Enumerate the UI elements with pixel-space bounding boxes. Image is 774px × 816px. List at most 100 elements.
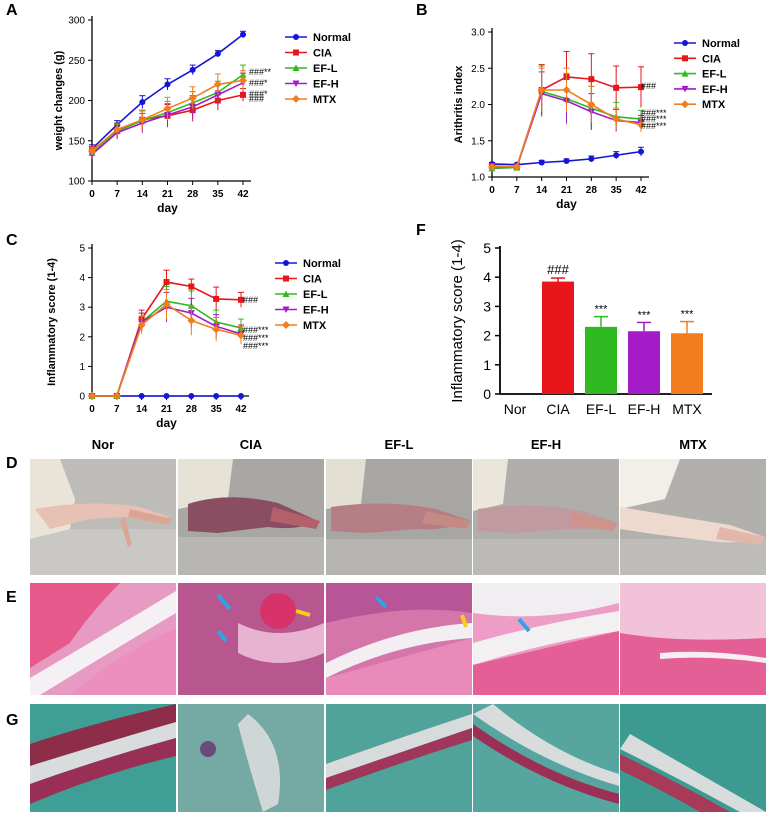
- chart-b-legend-normal-marker: [682, 40, 688, 46]
- he-section-cia: [178, 583, 324, 695]
- chart-a-y-tick-label: 200: [68, 96, 85, 107]
- chart-a-x-tick-label: 35: [212, 189, 224, 200]
- chart-a-annotation: ###: [249, 94, 264, 104]
- chart-f-ef-h-category-label: EF-H: [628, 401, 661, 417]
- chart-f-ef-h-significance: ***: [638, 309, 652, 321]
- chart-c-series-mtx-marker: [187, 316, 196, 325]
- chart-c-series-mtx-marker: [88, 392, 96, 400]
- column-heading-mtx: MTX: [679, 437, 707, 452]
- chart-c-x-tick-label: 35: [211, 404, 223, 415]
- chart-f-mtx-bar: [671, 333, 703, 394]
- he-section-ef-h: [473, 583, 619, 695]
- chart-f-mtx-significance: ***: [681, 309, 695, 321]
- chart-b-y-tick-label: 3.0: [471, 28, 485, 39]
- chart-c-x-tick-label: 14: [136, 404, 148, 415]
- chart-a-series-mtx-marker: [213, 80, 222, 89]
- chart-c-series-cia-marker: [213, 295, 220, 302]
- chart-b-series-mtx-marker: [637, 120, 645, 129]
- column-heading-ef-l: EF-L: [384, 437, 414, 452]
- chart-c-annotation: ###***: [243, 341, 269, 351]
- chart-c-legend-cia-label: CIA: [303, 274, 322, 286]
- chart-b-legend-ef-l-marker: [681, 70, 689, 77]
- he-section-ef-l: [326, 583, 472, 695]
- panel-label-d: D: [6, 455, 18, 472]
- chart-b-series-normal-marker: [613, 152, 620, 159]
- chart-c-x-tick-label: 21: [161, 404, 173, 415]
- chart-a-series-mtx-marker: [113, 125, 122, 134]
- chart-b-x-tick-label: 21: [561, 185, 573, 196]
- chart-f-y-tick-label: 2: [483, 328, 491, 344]
- chart-a-legend-mtx-marker: [292, 95, 300, 103]
- chart-a-series-normal-marker: [164, 81, 171, 88]
- chart-c-series-mtx-marker: [212, 325, 221, 334]
- so-section-ef-h: [473, 704, 619, 812]
- chart-c-series-mtx-marker: [162, 300, 171, 309]
- column-heading-cia: CIA: [239, 437, 263, 452]
- chart-b-x-tick-label: 42: [635, 185, 647, 196]
- chart-a-series-mtx-marker: [188, 94, 197, 103]
- chart-a-y-tick-label: 150: [68, 136, 85, 147]
- chart-b-y-tick-label: 2.5: [471, 64, 485, 75]
- chart-a-series-mtx-marker: [138, 115, 147, 124]
- chart-c-x-tick-label: 42: [235, 404, 247, 415]
- so-section-ef-l: [326, 704, 472, 812]
- chart-b-series-normal-marker: [538, 159, 545, 166]
- chart-c-series-normal-marker: [138, 393, 145, 399]
- chart-c-legend-mtx-marker: [282, 321, 290, 329]
- chart-f-ef-l-category-label: EF-L: [586, 401, 617, 417]
- chart-a-y-tick-label: 300: [68, 16, 85, 27]
- chart-a-legend-ef-l-marker: [292, 64, 300, 71]
- chart-b-legend-mtx-marker: [681, 100, 689, 109]
- chart-f-y-tick-label: 4: [483, 269, 491, 285]
- chart-b-x-tick-label: 14: [536, 185, 548, 196]
- chart-b-series-normal-marker: [588, 155, 595, 162]
- chart-a-series-normal-marker: [214, 50, 221, 57]
- chart-f-cia-category-label: CIA: [546, 401, 570, 417]
- panel-label-a: A: [6, 2, 18, 19]
- chart-f-y-tick-label: 5: [483, 240, 491, 256]
- chart-a-legend-normal-marker: [293, 34, 299, 40]
- chart-c-legend-ef-l-marker: [282, 290, 290, 297]
- chart-c-legend-normal-label: Normal: [303, 258, 341, 270]
- column-heading-nor: Nor: [91, 437, 115, 452]
- chart-a-legend-normal-label: Normal: [313, 32, 351, 44]
- chart-c-legend-mtx-label: MTX: [303, 320, 327, 332]
- chart-a-series-ef-h-marker: [214, 91, 222, 99]
- chart-a-series-cia-marker: [240, 91, 246, 98]
- chart-c-y-tick-label: 4: [79, 273, 85, 284]
- chart-b-x-tick-label: 7: [514, 185, 520, 196]
- chart-c-series-normal-marker: [163, 393, 170, 399]
- chart-c-x-tick-label: 0: [89, 404, 95, 415]
- chart-b-legend-cia-label: CIA: [702, 53, 721, 65]
- panel-label-b: B: [416, 2, 428, 19]
- chart-a-series-normal-marker: [139, 99, 146, 106]
- chart-b-series-normal-marker: [563, 158, 570, 165]
- chart-a-annotation: ###*: [249, 78, 268, 88]
- chart-b-y-tick-label: 2.0: [471, 100, 485, 111]
- chart-c-annotation: ###: [243, 295, 258, 305]
- chart-a-x-tick-label: 7: [114, 189, 120, 200]
- chart-a-weight: 100 150 200 250 300 0 7 14 21 28 35 42 day weight cha…: [53, 16, 351, 216]
- chart-a-y-tick-label: 250: [68, 56, 85, 67]
- chart-a-x-tick-label: 28: [187, 189, 199, 200]
- paw-photo-ef-h: [473, 459, 619, 575]
- paw-photo-mtx: [620, 459, 766, 575]
- chart-b-legend-ef-h-marker: [681, 85, 689, 93]
- chart-b-series-mtx-marker: [562, 86, 571, 94]
- chart-c-y-tick-label: 1: [79, 362, 85, 373]
- chart-a-series-mtx-marker: [163, 104, 172, 113]
- chart-c-series-mtx-marker: [112, 392, 121, 400]
- chart-b-annotation: ###***: [641, 108, 667, 118]
- chart-c-legend-normal-marker: [283, 260, 289, 266]
- chart-a-annotation: ###*: [249, 89, 268, 99]
- chart-a-x-label: day: [157, 201, 178, 215]
- chart-f-ef-l-bar: [585, 326, 617, 394]
- he-section-mtx: [620, 583, 766, 695]
- chart-b-y-label: Arithritis index: [453, 65, 465, 144]
- chart-c-series-normal-marker: [213, 393, 220, 399]
- chart-f-nor-category-label: Nor: [504, 401, 527, 417]
- chart-c-x-tick-label: 28: [186, 404, 198, 415]
- chart-a-x-tick-label: 14: [137, 189, 149, 200]
- paw-photo-ef-l: [326, 459, 472, 575]
- chart-c-legend-ef-l-label: EF-L: [303, 289, 328, 301]
